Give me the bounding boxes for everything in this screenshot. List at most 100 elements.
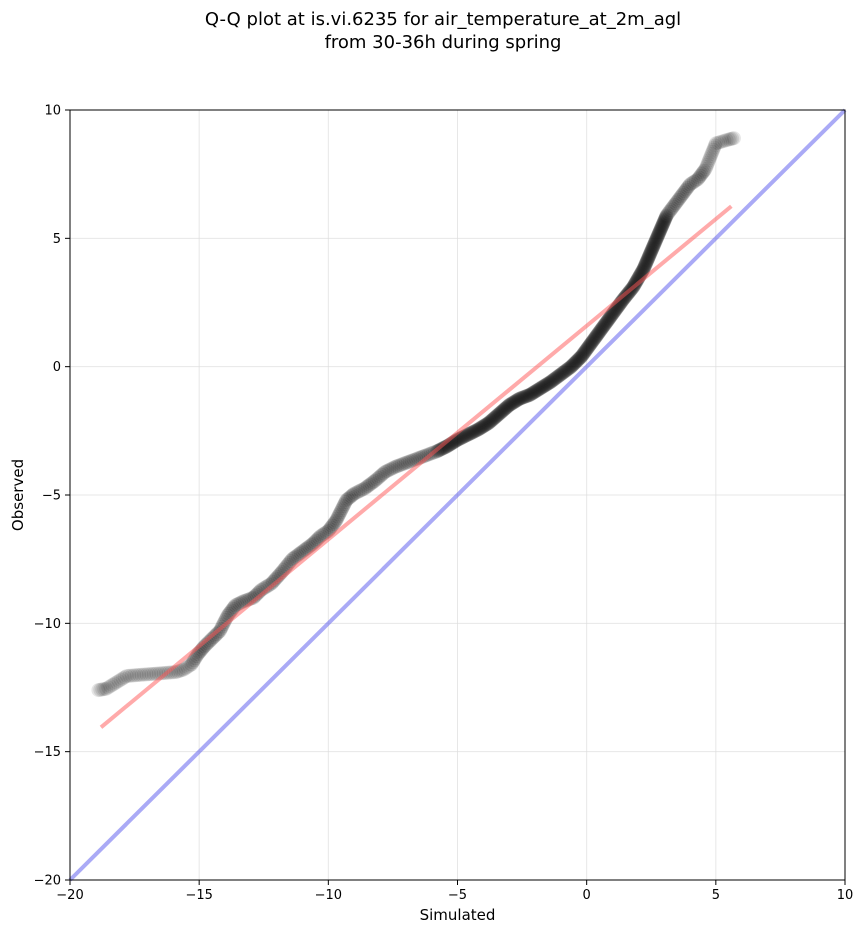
data-point-455 <box>644 244 659 259</box>
data-point-280 <box>513 391 528 406</box>
data-point-523 <box>703 149 718 164</box>
data-point-261 <box>496 403 511 418</box>
data-point-384 <box>600 313 615 328</box>
data-point-173 <box>390 458 405 473</box>
data-point-521 <box>701 153 716 168</box>
data-point-445 <box>639 254 654 269</box>
data-point-453 <box>643 246 658 261</box>
data-point-166 <box>376 466 391 481</box>
data-point-276 <box>509 393 524 408</box>
data-point-361 <box>584 335 599 350</box>
data-point-327 <box>558 363 573 378</box>
data-point-457 <box>645 242 660 257</box>
chart-title-line-2: from 30-36h during spring <box>324 32 562 53</box>
data-point-323 <box>554 366 569 381</box>
data-point-333 <box>564 359 579 374</box>
data-point-519 <box>700 157 715 172</box>
data-point-278 <box>511 392 526 407</box>
data-point-515 <box>695 165 710 180</box>
y-tick-label-3: −5 <box>42 489 61 504</box>
data-point-107 <box>283 554 298 568</box>
data-point-343 <box>572 351 587 366</box>
data-point-265 <box>499 400 514 415</box>
data-point-244 <box>481 416 496 431</box>
data-point-242 <box>479 417 494 432</box>
data-point-141 <box>335 501 350 516</box>
data-point-246 <box>483 414 498 429</box>
data-point-234 <box>472 421 487 436</box>
identity-line <box>68 108 847 882</box>
data-point-511 <box>690 172 705 187</box>
data-point-326 <box>557 364 572 379</box>
data-point-253 <box>489 409 504 424</box>
data-point-131 <box>323 520 338 535</box>
data-point-465 <box>648 233 663 248</box>
data-point-43 <box>185 655 200 670</box>
data-point-356 <box>581 339 596 354</box>
data-point-255 <box>490 407 505 422</box>
data-point-130 <box>322 522 337 537</box>
data-point-263 <box>497 401 512 416</box>
data-point-159 <box>364 476 379 491</box>
data-point-93 <box>262 577 277 592</box>
data-point-325 <box>556 365 571 380</box>
data-point-332 <box>563 360 578 375</box>
data-point-315 <box>547 372 562 387</box>
data-point-351 <box>577 344 592 359</box>
data-point-156 <box>359 480 374 495</box>
data-point-264 <box>498 401 513 416</box>
data-point-236 <box>473 420 488 435</box>
data-point-471 <box>651 227 666 242</box>
data-point-467 <box>649 231 664 246</box>
data-point-95 <box>265 574 280 589</box>
data-point-362 <box>585 334 600 349</box>
data-point-39 <box>178 661 193 676</box>
data-point-288 <box>521 388 536 403</box>
data-point-304 <box>536 379 551 394</box>
data-point-111 <box>290 548 305 563</box>
data-point-441 <box>637 258 652 273</box>
data-point-344 <box>572 350 587 365</box>
data-point-339 <box>568 354 583 369</box>
data-point-537 <box>725 131 740 146</box>
data-point-287 <box>520 388 535 403</box>
data-point-298 <box>531 382 546 397</box>
data-point-476 <box>653 221 668 236</box>
data-point-449 <box>641 250 656 265</box>
data-point-96 <box>267 573 282 588</box>
data-point-456 <box>644 243 659 258</box>
data-point-324 <box>555 365 570 380</box>
data-point-372 <box>592 324 607 339</box>
data-point-376 <box>595 321 610 336</box>
data-points <box>91 131 741 698</box>
data-point-446 <box>640 253 655 268</box>
data-point-383 <box>599 314 614 329</box>
data-point-494 <box>666 199 681 214</box>
data-point-113 <box>293 545 308 560</box>
data-point-509 <box>686 174 701 189</box>
data-point-512 <box>692 170 707 185</box>
data-point-480 <box>655 217 670 232</box>
data-point-267 <box>501 398 516 413</box>
data-point-163 <box>371 470 386 485</box>
data-point-367 <box>588 329 603 344</box>
data-point-124 <box>312 530 327 545</box>
data-point-158 <box>362 477 377 492</box>
data-point-359 <box>583 337 598 352</box>
data-point-353 <box>579 342 594 357</box>
data-point-438 <box>636 262 651 277</box>
data-point-6 <box>103 679 118 694</box>
data-point-289 <box>522 387 537 402</box>
data-point-352 <box>578 343 593 358</box>
data-point-499 <box>672 191 687 206</box>
data-point-338 <box>568 355 583 370</box>
data-point-308 <box>540 376 555 391</box>
data-point-259 <box>494 404 509 419</box>
data-point-75 <box>228 598 243 613</box>
x-tick-label-6: 10 <box>837 888 854 903</box>
data-point-313 <box>545 373 560 388</box>
data-point-520 <box>701 155 716 170</box>
data-point-426 <box>629 274 644 289</box>
data-point-167 <box>378 464 393 479</box>
data-point-317 <box>549 370 564 385</box>
